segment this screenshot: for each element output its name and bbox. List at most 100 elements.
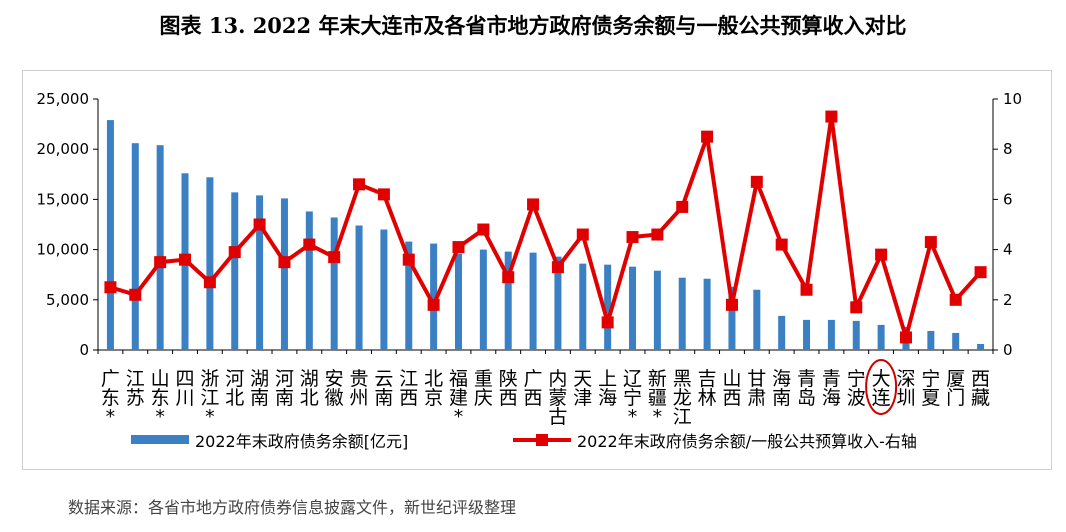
bar — [554, 256, 562, 350]
x-tick-label: 浙江* — [200, 368, 219, 428]
line-marker — [676, 200, 689, 213]
bar — [280, 198, 288, 350]
line-marker — [452, 241, 465, 254]
highlight-circle — [865, 359, 898, 415]
line-marker — [402, 253, 415, 266]
line-marker — [154, 256, 167, 269]
line-marker — [800, 283, 813, 296]
x-tick-label: 四川 — [176, 368, 195, 409]
bar — [504, 251, 512, 350]
bar — [231, 192, 239, 350]
x-tick-label: 厦门 — [946, 368, 965, 409]
x-tick-label: 湖南 — [250, 368, 269, 409]
line-marker — [129, 288, 142, 301]
x-tick-label: 河北 — [225, 368, 244, 409]
bar — [131, 143, 139, 350]
x-tick-label: 安徽 — [325, 368, 344, 409]
bar — [604, 264, 612, 350]
x-tick-label: 北京 — [424, 368, 443, 409]
line-marker — [104, 281, 117, 294]
bar — [405, 241, 413, 350]
bar — [156, 145, 164, 350]
x-tick-label: 山东* — [151, 368, 170, 428]
line-marker — [477, 223, 490, 236]
bar — [479, 249, 487, 350]
x-tick-label: 吉林 — [698, 368, 717, 409]
line-marker — [701, 130, 714, 143]
left-axis-tick-label: 15,000 — [37, 190, 90, 208]
line-marker — [179, 253, 192, 266]
x-tick-label: 青海 — [822, 368, 841, 409]
left-axis-tick-label: 5,000 — [46, 291, 89, 309]
bar — [927, 330, 935, 350]
bar — [579, 263, 587, 350]
right-axis-tick-label: 8 — [1003, 140, 1013, 158]
x-tick-label: 海南 — [772, 368, 791, 409]
x-tick-label: 新疆* — [648, 368, 667, 428]
right-axis-tick-label: 0 — [1003, 341, 1013, 359]
x-tick-label: 深圳 — [896, 368, 915, 409]
chart-frame: 0 5,000 10,000 15,000 20,000 25,000 0 2 4 6 8 10 广东… — [22, 70, 1052, 470]
left-axis-tick-label: 20,000 — [37, 140, 90, 158]
x-tick-label: 黑龙江 — [673, 368, 692, 428]
bar — [827, 319, 835, 350]
bar — [952, 332, 960, 350]
line-marker — [899, 331, 912, 344]
legend-line-marker — [536, 434, 548, 446]
bar — [305, 211, 313, 350]
bar — [877, 324, 885, 350]
legend-bar-label: 2022年末政府债务余额[亿元] — [195, 432, 408, 451]
line-marker — [278, 256, 291, 269]
x-tick-label: 重庆 — [474, 368, 493, 409]
line-marker — [303, 238, 316, 251]
bar — [703, 278, 711, 350]
page-title: 图表 13. 2022 年末大连市及各省市地方政府债务余额与一般公共预算收入对比 — [159, 13, 907, 38]
bar — [206, 177, 214, 350]
line-marker — [775, 238, 788, 251]
right-axis-tick-label: 2 — [1003, 291, 1013, 309]
line-marker — [253, 218, 266, 231]
line-marker — [551, 261, 564, 274]
right-axis-tick-label: 10 — [1003, 90, 1022, 108]
x-tick-label: 湖北 — [300, 368, 319, 409]
bar — [355, 225, 363, 350]
line-marker — [626, 231, 639, 244]
line-marker — [427, 298, 440, 311]
line-marker — [377, 188, 390, 201]
line-marker — [576, 228, 589, 241]
x-tick-label: 河南 — [275, 368, 294, 409]
x-tick-label: 江西 — [399, 368, 418, 409]
source-note: 数据来源：各省市地方政府债券信息披露文件，新世纪评级整理 — [68, 498, 517, 517]
bar — [753, 289, 761, 350]
legend-bar-swatch — [131, 435, 189, 444]
bar — [778, 315, 786, 350]
line-marker — [527, 198, 540, 211]
bar-series — [106, 120, 985, 350]
x-tick-label: 甘肃 — [747, 368, 766, 409]
line-marker — [228, 246, 241, 259]
line-marker — [353, 178, 366, 191]
bar — [454, 253, 462, 350]
bar — [430, 243, 438, 350]
line-marker — [875, 248, 888, 261]
line-marker — [850, 301, 863, 314]
line-marker — [949, 293, 962, 306]
bar — [380, 229, 388, 350]
left-axis-tick-label: 0 — [79, 341, 89, 359]
x-tick-label: 青岛 — [797, 368, 816, 409]
x-tick-label: 山西 — [722, 368, 741, 409]
line-marker — [328, 251, 341, 264]
chart: 0 5,000 10,000 15,000 20,000 25,000 0 2 4 6 8 10 广东… — [37, 90, 1023, 451]
bar — [653, 270, 661, 350]
x-tick-label: 贵州 — [350, 368, 369, 409]
bar — [728, 286, 736, 350]
x-tick-label: 西藏 — [971, 368, 990, 409]
line-marker — [725, 298, 738, 311]
x-tick-label: 陕西 — [499, 368, 518, 409]
right-axis-tick-label: 6 — [1003, 190, 1013, 208]
left-axis-tick-label: 10,000 — [37, 241, 90, 259]
bar — [803, 319, 811, 350]
line-marker — [750, 175, 763, 188]
x-tick-label: 大连 — [872, 368, 891, 409]
